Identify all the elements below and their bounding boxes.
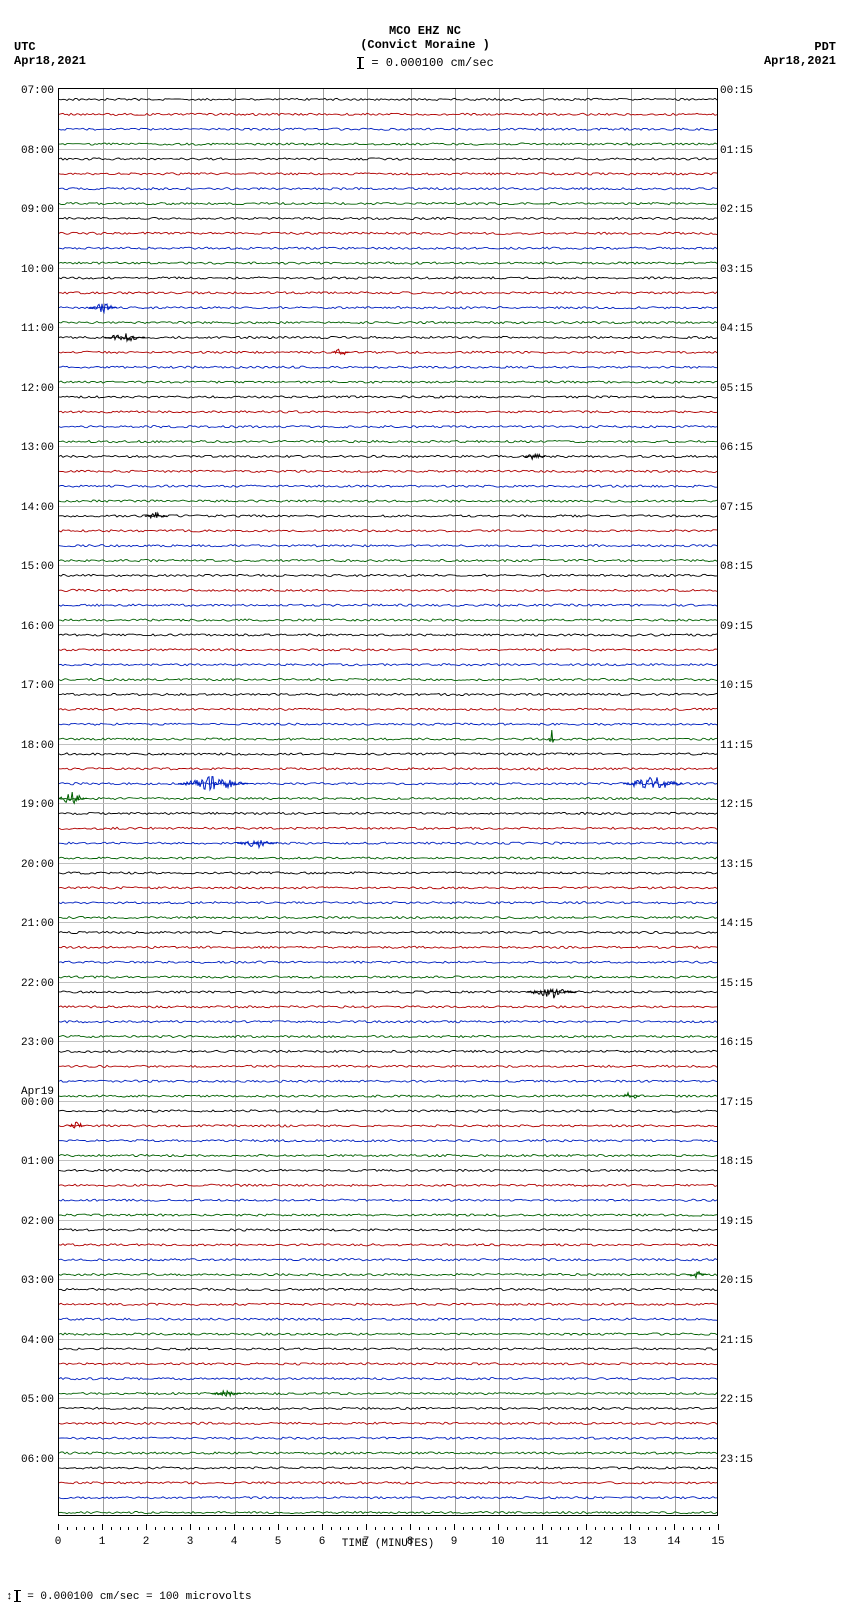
utc-hour-label: 01:00 <box>2 1156 54 1168</box>
utc-hour-label: 10:00 <box>2 264 54 276</box>
utc-hour-label: 06:00 <box>2 1454 54 1466</box>
utc-hour-label: 22:00 <box>2 978 54 990</box>
x-tick-label: 5 <box>275 1536 282 1548</box>
x-tick-label: 1 <box>99 1536 106 1548</box>
pdt-hour-label: 20:15 <box>720 1275 753 1287</box>
x-tick-label: 15 <box>711 1536 724 1548</box>
pdt-hour-label: 04:15 <box>720 323 753 335</box>
x-tick-label: 3 <box>187 1536 194 1548</box>
utc-hour-label: 03:00 <box>2 1275 54 1287</box>
footer-prefix: ↕ <box>6 1591 13 1603</box>
scale-text: = 0.000100 cm/sec <box>364 56 494 70</box>
pdt-hour-label: 18:15 <box>720 1156 753 1168</box>
seismogram-page: MCO EHZ NC (Convict Moraine ) = 0.000100… <box>0 0 850 1613</box>
x-tick-label: 10 <box>491 1536 504 1548</box>
pdt-hour-label: 11:15 <box>720 740 753 752</box>
x-tick-label: 9 <box>451 1536 458 1548</box>
x-tick-label: 4 <box>231 1536 238 1548</box>
pdt-hour-label: 13:15 <box>720 859 753 871</box>
x-tick-label: 12 <box>579 1536 592 1548</box>
tz-right-label: PDT <box>814 40 836 54</box>
pdt-hour-label: 08:15 <box>720 561 753 573</box>
date-right-label: Apr18,2021 <box>764 54 836 68</box>
tz-left-label: UTC <box>14 40 36 54</box>
pdt-hour-label: 09:15 <box>720 621 753 633</box>
pdt-hour-label: 17:15 <box>720 1097 753 1109</box>
pdt-hour-label: 15:15 <box>720 978 753 990</box>
utc-hour-label: 09:00 <box>2 204 54 216</box>
pdt-hour-label: 10:15 <box>720 680 753 692</box>
utc-hour-label: 07:00 <box>2 85 54 97</box>
x-tick-label: 11 <box>535 1536 548 1548</box>
chart-header: MCO EHZ NC (Convict Moraine ) = 0.000100… <box>0 24 850 70</box>
seismogram-plot <box>58 88 718 1516</box>
x-tick-label: 7 <box>363 1536 370 1548</box>
pdt-hour-label: 02:15 <box>720 204 753 216</box>
pdt-hour-label: 23:15 <box>720 1454 753 1466</box>
pdt-hour-label: 14:15 <box>720 918 753 930</box>
x-tick-label: 0 <box>55 1536 62 1548</box>
utc-hour-label: 21:00 <box>2 918 54 930</box>
x-tick-label: 13 <box>623 1536 636 1548</box>
utc-hour-label: 02:00 <box>2 1216 54 1228</box>
station-title: MCO EHZ NC <box>0 24 850 38</box>
utc-hour-label: 16:00 <box>2 621 54 633</box>
date-left-label: Apr18,2021 <box>14 54 86 68</box>
utc-hour-label: 00:00 <box>2 1097 54 1109</box>
utc-hour-label: 17:00 <box>2 680 54 692</box>
x-axis-label: TIME (MINUTES) <box>58 1538 718 1550</box>
x-tick-label: 6 <box>319 1536 326 1548</box>
scale-bar-icon <box>359 57 361 69</box>
x-tick-label: 14 <box>667 1536 680 1548</box>
x-tick-label: 8 <box>407 1536 414 1548</box>
utc-hour-label: 14:00 <box>2 502 54 514</box>
pdt-hour-label: 19:15 <box>720 1216 753 1228</box>
pdt-hour-label: 07:15 <box>720 502 753 514</box>
pdt-hour-label: 01:15 <box>720 145 753 157</box>
x-axis: TIME (MINUTES) 0123456789101112131415 <box>58 1518 718 1548</box>
utc-hour-label: 13:00 <box>2 442 54 454</box>
utc-hour-label: 20:00 <box>2 859 54 871</box>
station-subtitle: (Convict Moraine ) <box>0 38 850 52</box>
scale-legend: = 0.000100 cm/sec <box>0 56 850 70</box>
utc-hour-label: 04:00 <box>2 1335 54 1347</box>
pdt-hour-label: 03:15 <box>720 264 753 276</box>
footer-text: = 0.000100 cm/sec = 100 microvolts <box>21 1591 252 1603</box>
footer-scale: ↕ = 0.000100 cm/sec = 100 microvolts <box>6 1590 252 1603</box>
pdt-hour-label: 21:15 <box>720 1335 753 1347</box>
pdt-hour-label: 22:15 <box>720 1394 753 1406</box>
footer-bar-icon <box>16 1590 18 1602</box>
utc-hour-label: 08:00 <box>2 145 54 157</box>
utc-hour-label: 12:00 <box>2 383 54 395</box>
x-tick-label: 2 <box>143 1536 150 1548</box>
utc-hour-label: 19:00 <box>2 799 54 811</box>
pdt-hour-label: 05:15 <box>720 383 753 395</box>
utc-hour-label: 23:00 <box>2 1037 54 1049</box>
utc-hour-label: 11:00 <box>2 323 54 335</box>
pdt-hour-label: 00:15 <box>720 85 753 97</box>
pdt-hour-label: 06:15 <box>720 442 753 454</box>
utc-hour-label: 15:00 <box>2 561 54 573</box>
utc-hour-label: 18:00 <box>2 740 54 752</box>
utc-hour-label: 05:00 <box>2 1394 54 1406</box>
pdt-hour-label: 12:15 <box>720 799 753 811</box>
pdt-hour-label: 16:15 <box>720 1037 753 1049</box>
